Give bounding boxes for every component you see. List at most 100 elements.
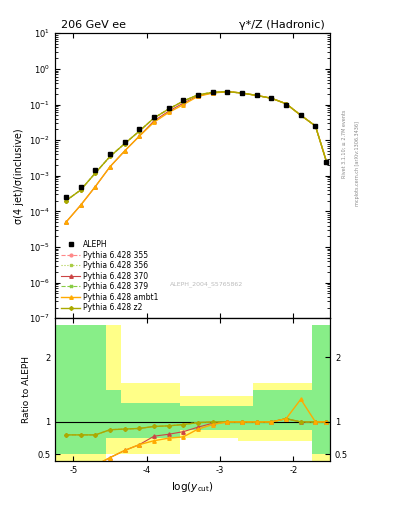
Pythia 6.428 379: [196, 92, 200, 98]
Pythia 6.428 z2: [210, 89, 215, 95]
ALEPH: [298, 112, 303, 118]
Pythia 6.428 z2: [298, 112, 303, 118]
Pythia 6.428 ambt1: [166, 110, 171, 116]
Pythia 6.428 370: [240, 90, 244, 96]
Pythia 6.428 356: [64, 198, 68, 204]
Pythia 6.428 356: [166, 106, 171, 112]
Pythia 6.428 ambt1: [313, 123, 318, 129]
Pythia 6.428 ambt1: [240, 90, 244, 96]
Pythia 6.428 z2: [78, 187, 83, 193]
Pythia 6.428 356: [122, 140, 127, 146]
Pythia 6.428 z2: [181, 98, 186, 104]
Pythia 6.428 356: [78, 187, 83, 193]
Pythia 6.428 370: [196, 93, 200, 99]
Pythia 6.428 379: [284, 101, 288, 107]
Line: Pythia 6.428 356: Pythia 6.428 356: [64, 90, 328, 202]
Pythia 6.428 379: [313, 123, 318, 129]
Pythia 6.428 ambt1: [152, 119, 156, 125]
Pythia 6.428 370: [298, 112, 303, 118]
Pythia 6.428 z2: [225, 89, 230, 95]
Pythia 6.428 ambt1: [284, 101, 288, 107]
Pythia 6.428 356: [240, 90, 244, 96]
Pythia 6.428 z2: [284, 101, 288, 107]
Pythia 6.428 370: [313, 123, 318, 129]
Pythia 6.428 379: [298, 112, 303, 118]
Pythia 6.428 356: [210, 89, 215, 95]
Pythia 6.428 ambt1: [137, 133, 142, 139]
Pythia 6.428 356: [196, 92, 200, 98]
Y-axis label: σ(4 jet)/σ(inclusive): σ(4 jet)/σ(inclusive): [13, 128, 24, 224]
Pythia 6.428 356: [93, 170, 98, 176]
Pythia 6.428 379: [64, 198, 68, 204]
ALEPH: [166, 105, 171, 111]
Pythia 6.428 356: [313, 123, 318, 129]
Pythia 6.428 z2: [269, 95, 274, 101]
Pythia 6.428 z2: [108, 153, 112, 159]
Legend: ALEPH, Pythia 6.428 355, Pythia 6.428 356, Pythia 6.428 370, Pythia 6.428 379, P: ALEPH, Pythia 6.428 355, Pythia 6.428 35…: [59, 238, 161, 314]
Line: Pythia 6.428 370: Pythia 6.428 370: [64, 90, 328, 224]
Text: γ*/Z (Hadronic): γ*/Z (Hadronic): [239, 20, 325, 30]
Pythia 6.428 ambt1: [181, 101, 186, 108]
Line: Pythia 6.428 z2: Pythia 6.428 z2: [64, 90, 328, 202]
Pythia 6.428 z2: [166, 106, 171, 112]
ALEPH: [122, 139, 127, 145]
Pythia 6.428 355: [313, 123, 318, 129]
Pythia 6.428 370: [152, 118, 156, 124]
Pythia 6.428 379: [93, 170, 98, 176]
Pythia 6.428 ambt1: [324, 159, 329, 165]
ALEPH: [284, 101, 288, 108]
Pythia 6.428 z2: [152, 115, 156, 121]
Text: 206 GeV ee: 206 GeV ee: [61, 20, 125, 30]
ALEPH: [181, 97, 186, 103]
Pythia 6.428 370: [284, 101, 288, 107]
ALEPH: [152, 114, 156, 120]
Pythia 6.428 356: [324, 159, 329, 165]
Pythia 6.428 370: [93, 183, 98, 189]
Pythia 6.428 379: [152, 115, 156, 121]
ALEPH: [313, 123, 318, 129]
Pythia 6.428 370: [324, 159, 329, 165]
Pythia 6.428 z2: [196, 92, 200, 98]
Pythia 6.428 355: [269, 95, 274, 101]
Pythia 6.428 379: [210, 89, 215, 95]
Text: mcplots.cern.ch [arXiv:1306.3436]: mcplots.cern.ch [arXiv:1306.3436]: [355, 121, 360, 206]
Pythia 6.428 ambt1: [254, 92, 259, 98]
Pythia 6.428 355: [196, 92, 200, 98]
ALEPH: [78, 183, 83, 189]
Pythia 6.428 370: [108, 164, 112, 170]
Pythia 6.428 379: [254, 92, 259, 98]
Pythia 6.428 379: [269, 95, 274, 101]
ALEPH: [137, 126, 142, 133]
Pythia 6.428 370: [269, 95, 274, 101]
Pythia 6.428 379: [181, 98, 186, 104]
Pythia 6.428 356: [181, 98, 186, 104]
Pythia 6.428 ambt1: [269, 95, 274, 101]
Pythia 6.428 ambt1: [78, 202, 83, 208]
Pythia 6.428 379: [166, 106, 171, 112]
ALEPH: [64, 194, 68, 200]
Pythia 6.428 356: [284, 101, 288, 107]
Pythia 6.428 z2: [324, 159, 329, 165]
Pythia 6.428 ambt1: [108, 164, 112, 170]
Pythia 6.428 355: [122, 140, 127, 146]
Pythia 6.428 z2: [240, 90, 244, 96]
Pythia 6.428 370: [181, 100, 186, 106]
ALEPH: [269, 95, 274, 101]
Pythia 6.428 ambt1: [93, 183, 98, 189]
Pythia 6.428 355: [225, 89, 230, 95]
Pythia 6.428 355: [166, 106, 171, 112]
Pythia 6.428 356: [225, 89, 230, 95]
Line: Pythia 6.428 355: Pythia 6.428 355: [64, 90, 328, 202]
Pythia 6.428 z2: [122, 140, 127, 146]
Pythia 6.428 z2: [313, 123, 318, 129]
Text: ALEPH_2004_S5765862: ALEPH_2004_S5765862: [170, 281, 243, 287]
Pythia 6.428 ambt1: [122, 148, 127, 154]
Pythia 6.428 370: [210, 90, 215, 96]
X-axis label: log($y_{\mathregular{cut}}$): log($y_{\mathregular{cut}}$): [171, 480, 214, 494]
Pythia 6.428 355: [284, 101, 288, 107]
Pythia 6.428 355: [108, 153, 112, 159]
Pythia 6.428 z2: [93, 170, 98, 176]
Pythia 6.428 ambt1: [64, 219, 68, 225]
ALEPH: [254, 92, 259, 98]
Text: Rivet 3.1.10; ≥ 2.7M events: Rivet 3.1.10; ≥ 2.7M events: [342, 109, 346, 178]
